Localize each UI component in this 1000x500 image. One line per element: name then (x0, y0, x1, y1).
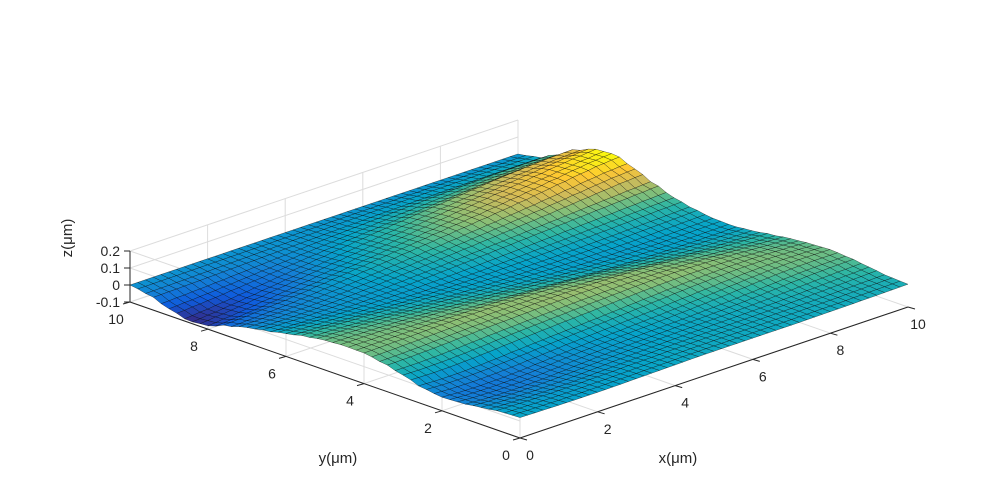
x-tick-mark (675, 385, 683, 389)
x-tick-mark (907, 306, 916, 310)
x-tick-mark (830, 332, 838, 336)
y-tick-mark (434, 410, 443, 414)
y-tick-mark (200, 328, 209, 332)
y-tick-mark (278, 355, 287, 359)
y-tick-label: 2 (424, 420, 432, 436)
x-tick-mark (597, 411, 605, 415)
y-tick-label: 6 (268, 365, 276, 381)
y-axis-line (129, 301, 521, 439)
x-tick-label: 4 (681, 395, 689, 411)
z-tick-label: 0 (112, 277, 120, 293)
x-tick-mark (752, 358, 760, 362)
x-tick-label: 2 (604, 421, 612, 437)
surface-patch (891, 280, 909, 288)
x-axis-line (519, 306, 909, 439)
x-axis-label: x(μm) (659, 450, 698, 467)
z-tick-label: 0.2 (101, 243, 121, 259)
axis-lines (122, 250, 916, 441)
y-tick-label: 10 (108, 311, 124, 327)
y-tick-label: 8 (190, 338, 198, 354)
z-axis-label: z(μm) (59, 219, 76, 258)
y-tick-label: 0 (502, 447, 510, 463)
x-tick-label: 10 (910, 316, 926, 332)
y-axis-label: y(μm) (319, 450, 358, 467)
y-tick-mark (512, 437, 521, 441)
x-tick-label: 8 (837, 342, 845, 358)
y-tick-label: 4 (346, 393, 354, 409)
z-tick-label: 0.1 (101, 260, 121, 276)
x-tick-mark (519, 437, 528, 441)
z-tick-label: -0.1 (96, 294, 120, 310)
surface-mesh (129, 148, 909, 418)
y-tick-mark (356, 383, 365, 387)
x-tick-label: 6 (759, 368, 767, 384)
x-tick-label: 0 (526, 447, 534, 463)
